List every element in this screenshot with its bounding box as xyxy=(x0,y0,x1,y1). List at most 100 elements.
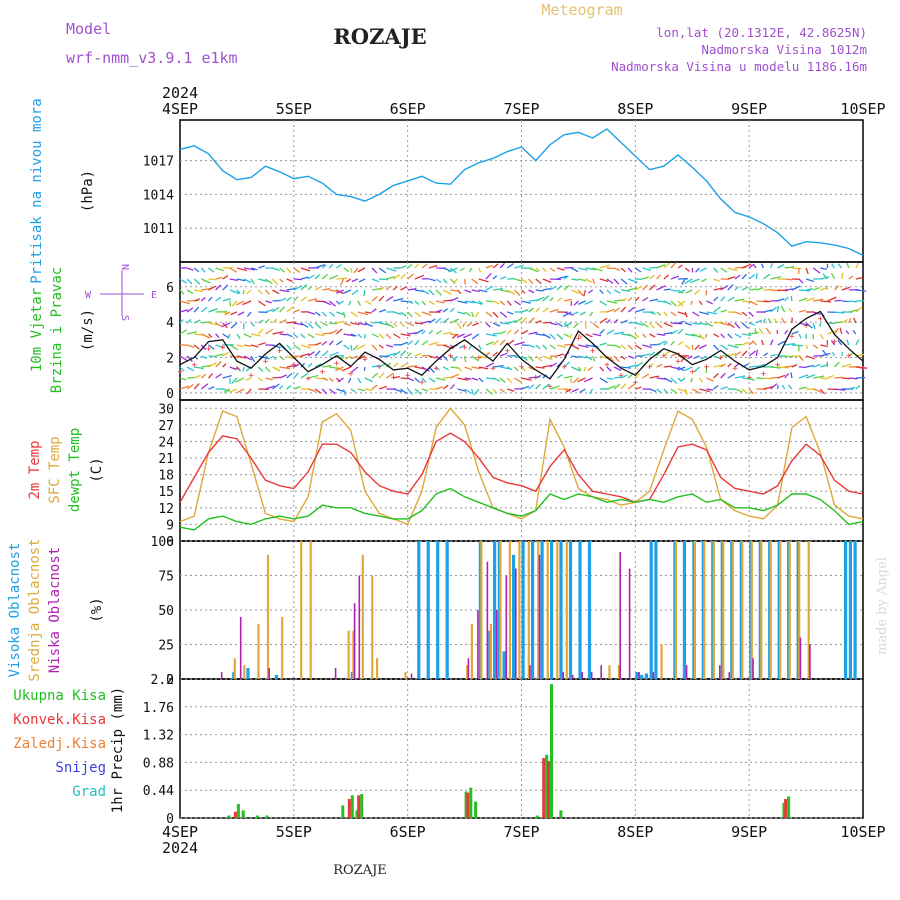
wind-arrow xyxy=(777,298,785,302)
wind-arrow xyxy=(385,362,391,368)
meteogram-header: Model wrf-nmm_v3.9.1 e1km ROZAJE Meteogr… xyxy=(66,1,890,878)
wind-arrow xyxy=(649,388,657,393)
wind-arrow xyxy=(698,344,707,350)
chart-marks: 1011101410170246691215182124273002550751… xyxy=(7,84,886,857)
wind-arrow xyxy=(542,321,551,324)
cloud-bar xyxy=(568,541,573,679)
wind-arrow xyxy=(521,377,532,381)
wind-arrow xyxy=(293,372,299,379)
y-tick-label: 1014 xyxy=(143,188,174,203)
wind-arrow xyxy=(478,267,482,273)
wind-arrow xyxy=(208,373,214,379)
wind-arrow xyxy=(819,388,826,395)
wind-arrow xyxy=(670,322,683,325)
wind-arrow xyxy=(704,333,708,338)
cloud-bar xyxy=(608,665,611,679)
wind-arrow xyxy=(613,319,619,324)
wind-arrow xyxy=(499,388,505,393)
wind-arrow xyxy=(485,333,497,337)
wind-speed-marker: + xyxy=(490,364,496,374)
wind-speed-marker: + xyxy=(191,361,197,371)
wind-arrow xyxy=(763,377,772,380)
x-tick-label: 9SEP xyxy=(731,823,767,841)
wind-arrow xyxy=(812,388,822,393)
wind-arrow xyxy=(472,322,480,327)
wind-arrow xyxy=(535,366,545,369)
wind-arrow xyxy=(734,343,742,346)
wind-arrow xyxy=(492,263,499,269)
wind-arrow xyxy=(500,289,511,293)
cloud-bar xyxy=(556,541,559,679)
wind-arrow xyxy=(464,377,472,380)
wind-arrow xyxy=(514,341,525,346)
wind-arrow xyxy=(514,300,521,306)
wind-arrow xyxy=(592,322,600,329)
wind-arrow xyxy=(613,289,621,294)
wind-arrow xyxy=(565,388,572,393)
wind-arrow xyxy=(386,352,396,357)
wind-arrow xyxy=(784,278,793,281)
precip-bar xyxy=(347,799,351,818)
wind-arrow xyxy=(336,277,348,280)
wind-arrow xyxy=(328,388,336,395)
wind-arrow xyxy=(314,311,321,317)
wind-arrow xyxy=(656,263,666,269)
wind-arrow xyxy=(742,333,752,337)
wind-arrow xyxy=(606,377,614,381)
wind-arrow xyxy=(734,375,746,379)
wind-arrow xyxy=(421,330,426,335)
wind-arrow xyxy=(692,322,701,325)
wind-arrow xyxy=(805,344,809,350)
wind-arrow xyxy=(798,355,805,362)
wind-arrow xyxy=(507,311,514,315)
wind-arrow xyxy=(571,366,581,372)
cloud-bar xyxy=(466,665,469,679)
wind-arrow xyxy=(763,352,769,357)
cloud-bar xyxy=(436,541,440,679)
wind-arrow xyxy=(727,296,735,302)
wind-arrow xyxy=(442,384,449,390)
wind-arrow xyxy=(852,329,857,335)
wind-arrow xyxy=(414,263,420,269)
wind-arrow xyxy=(670,377,678,384)
wind-speed-marker: + xyxy=(206,345,212,355)
wind-arrow xyxy=(627,355,635,359)
wind-arrow xyxy=(542,267,547,273)
wind-arrow xyxy=(684,267,690,272)
wind-arrow xyxy=(627,333,637,339)
wind-arrow xyxy=(179,309,189,313)
wind-arrow xyxy=(535,307,541,313)
wind-arrow xyxy=(421,311,432,316)
wind-arrow xyxy=(701,278,707,283)
cloud-bar xyxy=(587,541,592,679)
wind-arrow xyxy=(549,278,561,281)
wind-arrow xyxy=(279,306,286,313)
footer-station: ROZAJE xyxy=(333,863,387,878)
wind-speed-marker: + xyxy=(248,371,254,381)
wind-arrow xyxy=(293,267,301,273)
wind-arrow xyxy=(663,262,671,269)
cloud-bar xyxy=(281,616,284,679)
wind-arrow xyxy=(328,311,336,317)
wind-speed-marker: + xyxy=(803,322,809,332)
wind-arrow xyxy=(663,377,673,383)
wind-arrow xyxy=(670,300,677,307)
wind-arrow xyxy=(695,267,700,273)
wind-arrow xyxy=(400,349,407,357)
wind-arrow xyxy=(773,318,779,324)
wind-arrow xyxy=(307,274,315,280)
y-tick-label: 9 xyxy=(166,518,174,533)
wind-arrow xyxy=(670,352,680,357)
wind-arrow xyxy=(265,308,275,313)
wind-arrow xyxy=(663,350,670,357)
wind-arrow xyxy=(788,308,793,313)
wind-arrow xyxy=(628,321,637,324)
cloud-bar xyxy=(239,616,242,679)
wind-arrow xyxy=(542,364,552,368)
wind-arrow xyxy=(371,278,380,283)
wind-arrow xyxy=(535,355,543,362)
wind-arrow xyxy=(485,264,494,269)
wind-speed-marker: + xyxy=(547,382,553,392)
wind-arrow xyxy=(741,263,752,269)
wind-arrow xyxy=(699,322,708,326)
